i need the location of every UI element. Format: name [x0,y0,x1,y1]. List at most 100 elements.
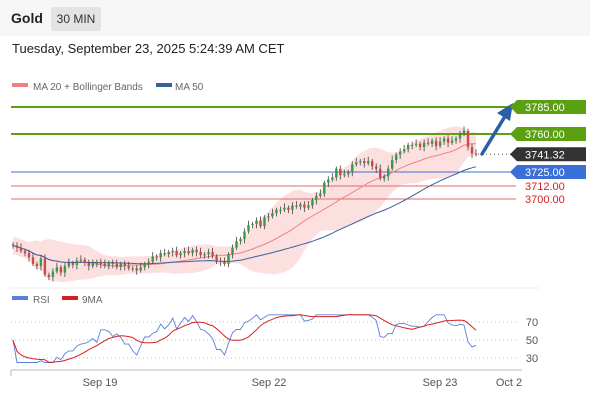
candle-body [303,204,306,208]
candle-body [275,209,278,213]
candle-body [231,247,234,255]
candle-body [355,162,358,165]
candle-body [454,138,458,141]
candle-body [367,161,370,164]
candle-body [195,249,198,253]
candle-body [163,253,166,255]
candle-body [267,216,270,218]
candle-body [19,247,23,251]
rsi-tick-50: 50 [526,335,538,347]
candle-body [135,268,138,271]
candle-body [383,176,386,179]
candle-body [91,263,94,267]
candle-body [111,262,114,264]
candle-body [171,251,174,253]
level-label-3725.00: 3725.00 [525,167,565,179]
candle-body [291,205,294,210]
candle-body [283,207,286,210]
candle-body [147,261,150,264]
candle-body [295,205,298,207]
candle-body [259,220,262,226]
candle-body [446,138,450,143]
legend-swatch-ma20 [12,83,28,87]
level-label-3785.00: 3785.00 [525,102,565,114]
level-tag-3741.32 [510,147,586,162]
candle-body [219,260,222,262]
candle-body [131,268,134,270]
x-tick-sep22: Sep 22 [252,377,287,389]
candle-body [15,245,19,248]
candle-body [59,267,63,273]
candle-body [323,182,326,194]
level-tags: 3785.00 3760.00 3741.32 3725.00 3712.003700.… [510,100,586,206]
candle-body [35,263,39,267]
candle-body [462,130,466,134]
candle-body [79,259,83,261]
candlesticks [11,126,478,282]
candle-body [31,257,35,264]
candle-body [307,205,310,208]
candle-body [179,253,182,256]
candle-body [71,262,75,266]
candle-body [99,261,102,264]
legend-ma50-label: MA 50 [175,82,204,93]
candle-body [263,217,266,227]
candle-body [363,161,366,164]
candle-body [103,263,106,267]
rsi-tick-30: 30 [526,353,538,365]
legend-swatch-9ma [62,296,78,300]
timeframe-button[interactable]: 30 MIN [51,7,101,31]
candle-body [430,140,434,144]
candle-body [414,143,418,145]
candle-body [251,223,254,225]
candle-body [51,271,55,277]
candle-body [319,193,322,196]
candle-body [442,138,446,142]
candle-body [215,256,218,261]
x-tick-sep23: Sep 23 [423,377,458,389]
candle-body [406,144,410,150]
candle-body [183,251,186,254]
candle-body [119,263,122,268]
candle-body [287,207,290,210]
candle-body [351,164,354,172]
candle-body [115,263,118,268]
ma50-line [12,166,477,265]
level-label-3741.32: 3741.32 [525,149,565,161]
rsi-panel [11,314,516,363]
candle-body [83,259,86,263]
candle-body [87,262,90,267]
x-tick-oct2: Oct 2 [496,377,522,389]
candle-body [347,171,350,175]
candle-body [227,254,230,264]
x-tick-sep19: Sep 19 [83,377,118,389]
candle-body [11,244,15,246]
rsi-tick-70: 70 [526,317,538,329]
candle-body [438,141,442,146]
level-label-3712.00: 3712.00 [525,181,565,193]
candle-body [247,225,250,232]
candle-body [470,147,474,154]
candle-body [339,168,342,176]
candle-body [243,231,246,240]
rsi-line [12,314,477,363]
candle-body [410,144,414,146]
legend-9ma-label: 9MA [82,295,103,306]
instrument-title: Gold [11,10,43,26]
candle-body [315,195,318,201]
candle-body [331,177,334,180]
candle-body [239,239,242,242]
candle-body [379,168,382,179]
candle-body [422,142,426,147]
candle-body [95,261,98,264]
candle-body [43,258,47,275]
level-tag-3725.00 [510,164,586,179]
level-tag-3760.00 [510,127,586,142]
candle-body [199,252,202,256]
level-tag-3785.00 [510,100,586,114]
forecast-arrow-head [497,103,513,121]
candle-body [255,220,258,224]
candle-body [155,256,158,258]
candle-body [299,204,302,207]
